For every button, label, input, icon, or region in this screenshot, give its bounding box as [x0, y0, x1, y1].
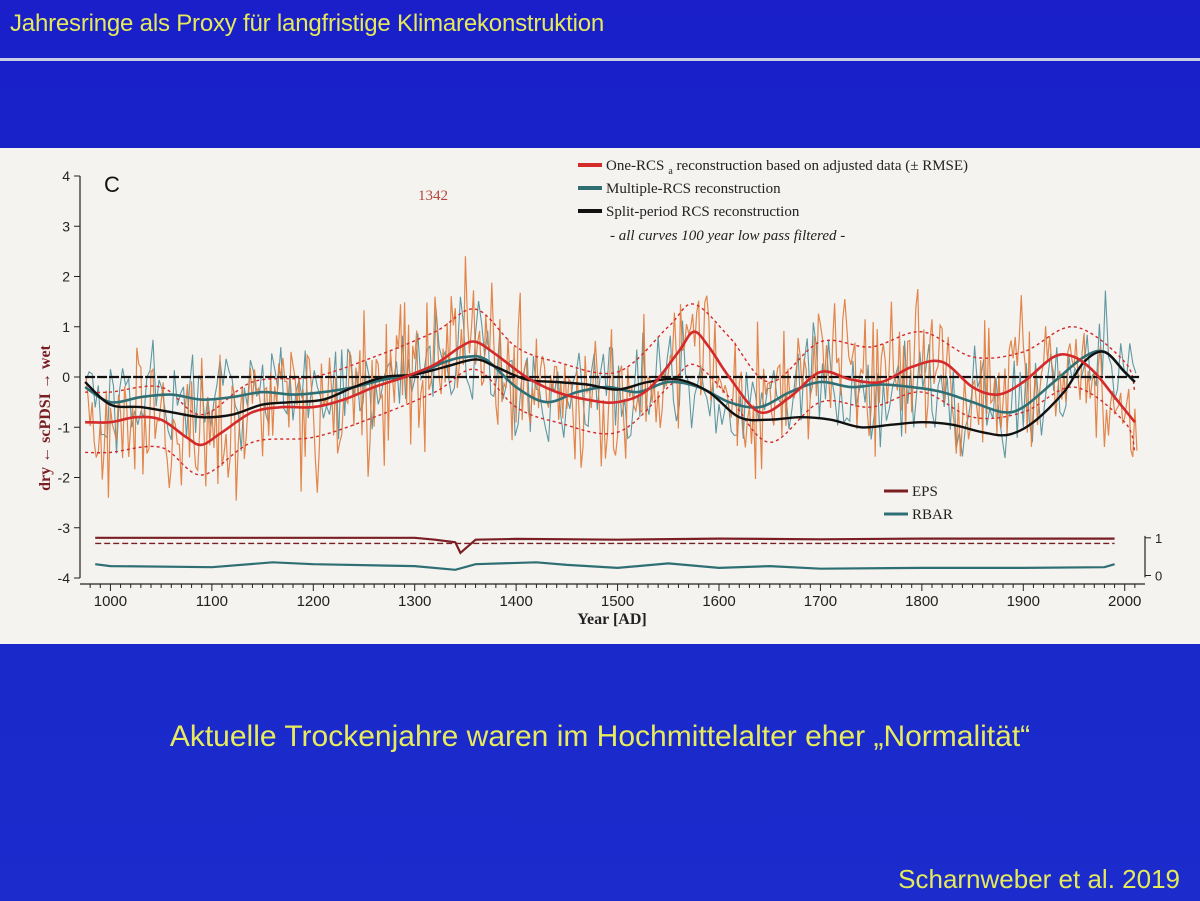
legend-label-one-rcs: One-RCS a reconstruction based on adjuste…: [606, 158, 968, 177]
y-tick-label: 1: [62, 319, 70, 335]
x-tick-label: 1500: [601, 593, 634, 610]
annotation-1342: 1342: [418, 188, 448, 204]
x-tick-label: 1700: [804, 593, 837, 610]
x-axis-label: Year [AD]: [577, 611, 646, 628]
split-rcs-line: [84, 350, 1136, 437]
x-tick-label: 1800: [905, 593, 938, 610]
x-tick-label: 1900: [1007, 593, 1040, 610]
chart-svg: 4 3 2 1 0 -1 -2 -3 -4 1000 1100 1200 1300 1400 1500 160…: [37, 158, 1163, 628]
legend-label-multiple-rcs: Multiple-RCS reconstruction: [606, 181, 781, 197]
x-tick-label: 1200: [297, 593, 330, 610]
legend-top: One-RCS a reconstruction based on adjuste…: [578, 158, 968, 244]
y-tick-label: -3: [58, 520, 71, 536]
legend-label-eps: EPS: [912, 484, 938, 500]
rmse-upper-line: [85, 303, 1136, 416]
legend-note: - all curves 100 year low pass filtered …: [610, 228, 845, 244]
slide-citation: Scharnweber et al. 2019: [898, 864, 1180, 894]
x-tick-label: 2000: [1108, 593, 1141, 610]
y-tick-label: 2: [62, 269, 70, 285]
one-rcs-line: [85, 330, 1136, 447]
x-tick-label: 1000: [94, 593, 127, 610]
legend-label-split-rcs: Split-period RCS reconstruction: [606, 204, 800, 220]
y-tick-label: 4: [62, 168, 70, 184]
smoothed-series-layer: [84, 330, 1140, 447]
x-tick-label: 1100: [196, 593, 228, 610]
legend-label-rbar: RBAR: [912, 507, 953, 523]
x-tick-label: 1300: [398, 593, 431, 610]
secondary-y-tick-label: 0: [1155, 568, 1162, 583]
x-tick-label: 1600: [702, 593, 735, 610]
annual-one-rcs-line: [85, 256, 1138, 501]
rmse-lower-line: [85, 363, 1136, 476]
secondary-y-tick-label: 1: [1155, 531, 1162, 546]
y-tick-label: -2: [58, 470, 71, 486]
legend-bottom: EPS RBAR: [884, 484, 953, 523]
chart-panel: 4 3 2 1 0 -1 -2 -3 -4 1000 1100 1200 1300 1400 1500 160…: [0, 148, 1200, 644]
title-divider: [0, 58, 1200, 61]
axes-layer: 4 3 2 1 0 -1 -2 -3 -4 1000 1100 1200 1300 1400 1500 160…: [58, 168, 1163, 610]
rbar-line: [95, 561, 1115, 571]
annual-series-layer: [85, 256, 1138, 501]
y-tick-label: -1: [58, 419, 71, 435]
y-tick-label: -4: [58, 570, 71, 586]
eps-line: [95, 536, 1115, 555]
rmse-band-layer: [85, 303, 1136, 476]
y-tick-label: 0: [62, 369, 70, 385]
x-tick-label: 1400: [499, 593, 532, 610]
statistics-layer: [95, 536, 1115, 571]
y-tick-label: 3: [62, 218, 70, 234]
panel-label: C: [104, 172, 120, 197]
y-axis-label: dry ← scPDSI → wet: [37, 344, 54, 490]
slide-title: Jahresringe als Proxy für langfristige K…: [10, 10, 604, 37]
slide-caption: Aktuelle Trockenjahre waren im Hochmitte…: [169, 720, 1031, 753]
